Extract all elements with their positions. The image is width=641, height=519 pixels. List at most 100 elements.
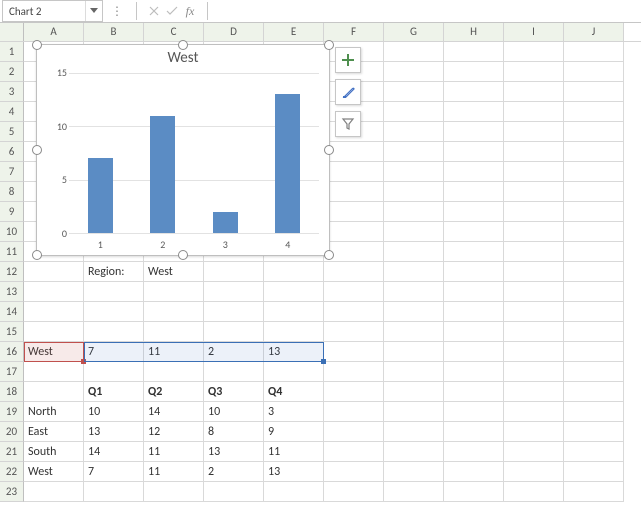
- cell[interactable]: [324, 222, 384, 242]
- resize-handle[interactable]: [324, 145, 334, 155]
- cell[interactable]: [504, 202, 564, 222]
- cell[interactable]: [504, 62, 564, 82]
- row-header[interactable]: 7: [0, 162, 24, 182]
- cell[interactable]: [264, 322, 324, 342]
- cell[interactable]: [384, 302, 444, 322]
- row-header[interactable]: 1: [0, 42, 24, 62]
- grid-area[interactable]: West 151050 1234: [24, 42, 641, 519]
- cell[interactable]: South: [24, 442, 84, 462]
- cell[interactable]: [504, 482, 564, 502]
- chart-bar[interactable]: [150, 116, 175, 233]
- row-header[interactable]: 14: [0, 302, 24, 322]
- cell[interactable]: [564, 162, 624, 182]
- cell[interactable]: Region:: [84, 262, 144, 282]
- col-header[interactable]: E: [264, 23, 324, 41]
- row-header[interactable]: 8: [0, 182, 24, 202]
- cell[interactable]: [444, 42, 504, 62]
- col-header[interactable]: G: [384, 23, 444, 41]
- chart-styles-button[interactable]: [335, 79, 361, 105]
- cell[interactable]: [564, 262, 624, 282]
- cell[interactable]: [564, 42, 624, 62]
- chart-elements-button[interactable]: [335, 47, 361, 73]
- cell[interactable]: [204, 362, 264, 382]
- cell[interactable]: [564, 282, 624, 302]
- cell[interactable]: [444, 162, 504, 182]
- cell[interactable]: West: [144, 262, 204, 282]
- cell[interactable]: [504, 142, 564, 162]
- cell[interactable]: West: [24, 462, 84, 482]
- cell[interactable]: [444, 282, 504, 302]
- cell[interactable]: [384, 222, 444, 242]
- col-header[interactable]: J: [564, 23, 624, 41]
- row-header[interactable]: 11: [0, 242, 24, 262]
- cell[interactable]: [504, 342, 564, 362]
- cell[interactable]: [444, 142, 504, 162]
- cell[interactable]: [444, 222, 504, 242]
- col-header[interactable]: I: [504, 23, 564, 41]
- cell[interactable]: 13: [204, 442, 264, 462]
- col-header[interactable]: A: [24, 23, 84, 41]
- cell[interactable]: [84, 302, 144, 322]
- cell[interactable]: [384, 102, 444, 122]
- cell[interactable]: [264, 262, 324, 282]
- cell[interactable]: [504, 222, 564, 242]
- cell[interactable]: [384, 422, 444, 442]
- row-header[interactable]: 18: [0, 382, 24, 402]
- chart-bar[interactable]: [213, 212, 238, 233]
- cell[interactable]: 7: [84, 462, 144, 482]
- cell[interactable]: [504, 462, 564, 482]
- cell[interactable]: [264, 482, 324, 502]
- cell[interactable]: [564, 482, 624, 502]
- resize-handle[interactable]: [324, 40, 334, 50]
- formula-bar-expand[interactable]: ⋮: [111, 4, 124, 19]
- cell[interactable]: [504, 382, 564, 402]
- row-header[interactable]: 23: [0, 482, 24, 502]
- cell[interactable]: [444, 62, 504, 82]
- cell[interactable]: [384, 142, 444, 162]
- cell[interactable]: [144, 362, 204, 382]
- cell[interactable]: East: [24, 422, 84, 442]
- cancel-button[interactable]: [145, 2, 163, 20]
- cell[interactable]: [144, 302, 204, 322]
- row-header[interactable]: 19: [0, 402, 24, 422]
- cell[interactable]: 13: [84, 422, 144, 442]
- cell[interactable]: [504, 422, 564, 442]
- cell[interactable]: [324, 182, 384, 202]
- cell[interactable]: [144, 322, 204, 342]
- cell[interactable]: [564, 402, 624, 422]
- cell[interactable]: [444, 302, 504, 322]
- cell[interactable]: [324, 442, 384, 462]
- cell[interactable]: 13: [264, 462, 324, 482]
- cell[interactable]: [324, 302, 384, 322]
- cell[interactable]: [384, 322, 444, 342]
- cell[interactable]: [84, 282, 144, 302]
- resize-handle[interactable]: [32, 250, 42, 260]
- cell[interactable]: [264, 362, 324, 382]
- resize-handle[interactable]: [178, 250, 188, 260]
- cell[interactable]: [384, 402, 444, 422]
- cell[interactable]: Q2: [144, 382, 204, 402]
- chart-bar[interactable]: [88, 158, 113, 233]
- cell[interactable]: 8: [204, 422, 264, 442]
- cell[interactable]: [564, 122, 624, 142]
- row-header[interactable]: 3: [0, 82, 24, 102]
- cell[interactable]: [564, 182, 624, 202]
- cell[interactable]: [444, 382, 504, 402]
- cell[interactable]: [504, 102, 564, 122]
- cell[interactable]: [264, 282, 324, 302]
- formula-input[interactable]: [216, 2, 641, 20]
- cell[interactable]: [24, 482, 84, 502]
- cell[interactable]: [384, 42, 444, 62]
- cell[interactable]: [564, 462, 624, 482]
- cell[interactable]: 14: [144, 402, 204, 422]
- cell[interactable]: [504, 82, 564, 102]
- cell[interactable]: [384, 342, 444, 362]
- cell[interactable]: [384, 202, 444, 222]
- resize-handle[interactable]: [178, 40, 188, 50]
- cell[interactable]: [564, 222, 624, 242]
- cell[interactable]: [504, 442, 564, 462]
- cell[interactable]: [384, 462, 444, 482]
- cell[interactable]: [564, 242, 624, 262]
- col-header[interactable]: F: [324, 23, 384, 41]
- cell[interactable]: 12: [144, 422, 204, 442]
